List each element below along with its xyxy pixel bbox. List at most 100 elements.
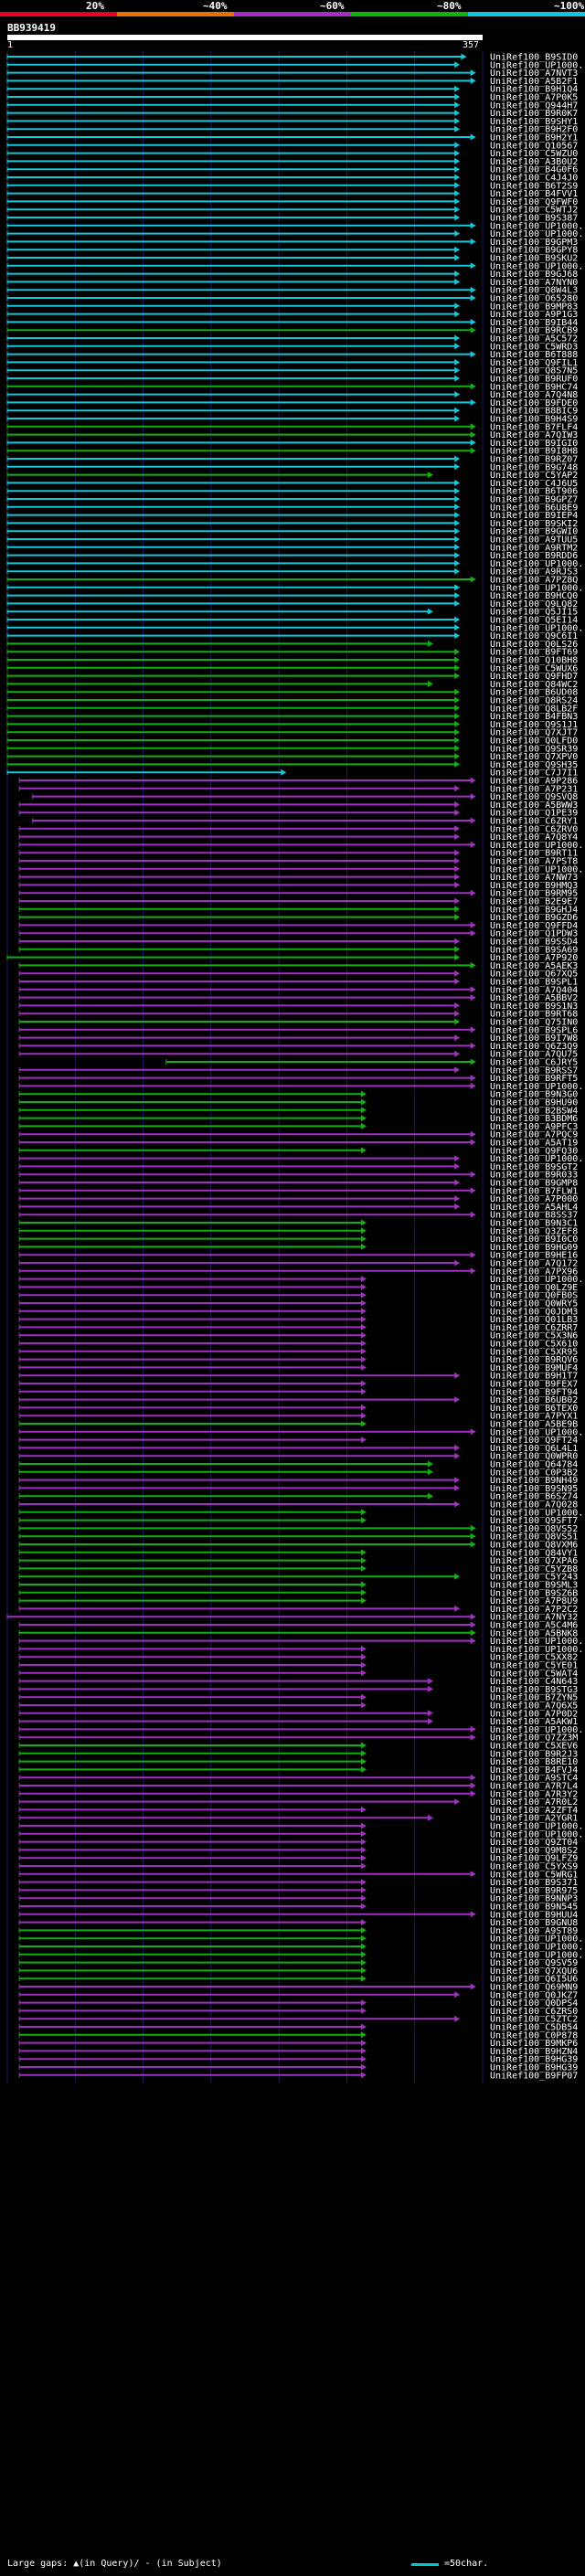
hit-label: UniRef100_Q9LQ82 xyxy=(490,599,578,610)
hit-label: UniRef100_B9GZD6 xyxy=(490,913,578,923)
hit-label: UniRef100_Q9SFT7 xyxy=(490,1516,578,1526)
hit-label: UniRef100_A7P8U9 xyxy=(490,1596,578,1606)
hit-arrow xyxy=(454,455,461,462)
hit-arrow xyxy=(454,1018,461,1025)
hit-arrow xyxy=(454,311,461,318)
hit-label: UniRef100_C5WAT4 xyxy=(490,1669,578,1679)
hit-label: UniRef100_Q9FT24 xyxy=(490,1436,578,1446)
hit-arrow xyxy=(360,1283,367,1290)
legend-label: ~40% xyxy=(203,0,228,12)
hit-arrow xyxy=(281,769,287,776)
hit-arrow xyxy=(360,1862,367,1870)
hit-label: UniRef100_A2YGR1 xyxy=(490,1814,578,1824)
hit-label: UniRef100_A9P1G3 xyxy=(490,310,578,320)
hit-label: UniRef100_B9HG39 xyxy=(490,2055,578,2065)
hit-label: UniRef100_B8BIC9 xyxy=(490,407,578,417)
hit-arrow xyxy=(360,1316,367,1323)
hit-label: UniRef100_A7PST8 xyxy=(490,857,578,867)
hit-label: UniRef100_B8SS37 xyxy=(490,1211,578,1221)
hit-arrow xyxy=(360,1147,367,1154)
hit-arrow xyxy=(454,800,461,808)
hit-arrow xyxy=(454,343,461,350)
hit-arrow xyxy=(454,1195,461,1203)
hit-arrow xyxy=(360,1436,367,1444)
hit-label: UniRef100_Q75IN0 xyxy=(490,1018,578,1028)
hit-arrow xyxy=(454,833,461,841)
hit-label: UniRef100_C5WTJ2 xyxy=(490,206,578,216)
hit-label: UniRef100_B9RM95 xyxy=(490,889,578,899)
hit-arrow xyxy=(454,1396,461,1404)
hit-arrow xyxy=(454,85,461,92)
hit-arrow xyxy=(454,142,461,149)
hit-arrow xyxy=(454,785,461,792)
hit-label: UniRef100_Q8VS52 xyxy=(490,1524,578,1534)
hit-label: UniRef100_Q9LFZ9 xyxy=(490,1854,578,1864)
hit-label: UniRef100_Q9SV59 xyxy=(490,1958,578,1968)
hit-label: UniRef100_A9PFC3 xyxy=(490,1122,578,1132)
hit-label: UniRef100_B9SPL6 xyxy=(490,1025,578,1035)
hit-label: UniRef100_A7NYN0 xyxy=(490,278,578,288)
hit-arrow xyxy=(454,897,461,905)
hit-label: UniRef100_C5YAP2 xyxy=(490,471,578,481)
hit-arrow xyxy=(360,1420,367,1427)
hit-label: UniRef100_B9RZ07 xyxy=(490,455,578,465)
hit-label: UniRef100_Q0LFD0 xyxy=(490,737,578,747)
hit-label: UniRef100_C5X3N6 xyxy=(490,1331,578,1341)
hit-arrow xyxy=(454,535,461,543)
hit-label: UniRef100_C5WRD3 xyxy=(490,342,578,352)
hit-label: UniRef100_B9SKI2 xyxy=(490,519,578,529)
hit-arrow xyxy=(360,1645,367,1652)
hit-label: UniRef100_B9FP07 xyxy=(490,2071,578,2081)
hit-label: UniRef100_B9HUU4 xyxy=(490,1910,578,1920)
hit-label: UniRef100_C5XX82 xyxy=(490,1653,578,1663)
hit-arrow xyxy=(470,1042,476,1049)
hit-arrow xyxy=(360,2063,367,2071)
hit-arrow xyxy=(360,1597,367,1605)
hit-label: UniRef100_UP1000... xyxy=(490,841,585,851)
hit-arrow xyxy=(454,101,461,109)
hit-label: UniRef100_B9GPM3 xyxy=(490,238,578,248)
hit-arrow xyxy=(454,157,461,164)
hit-label: UniRef100_B9SZ6B xyxy=(490,1588,578,1598)
hit-arrow xyxy=(470,1871,476,1878)
hit-arrow xyxy=(454,334,461,342)
hit-label: UniRef100_Q9SH35 xyxy=(490,760,578,770)
hit-arrow xyxy=(454,1573,461,1580)
hit-label: UniRef100_Q9S1J1 xyxy=(490,720,578,730)
hit-arrow xyxy=(470,1211,476,1218)
hit-arrow xyxy=(454,495,461,503)
hit-arrow xyxy=(470,1082,476,1089)
hit-label: UniRef100_B9I0C0 xyxy=(490,1235,578,1245)
hit-arrow xyxy=(427,640,433,647)
hit-label: UniRef100_B6SZ74 xyxy=(490,1492,578,1502)
hit-arrow xyxy=(470,262,476,270)
hit-arrow xyxy=(470,1725,476,1733)
hit-arrow xyxy=(360,1380,367,1387)
hit-arrow xyxy=(360,1750,367,1757)
hit-label: UniRef100_A7P000 xyxy=(490,1194,578,1204)
hit-label: UniRef100_Q6Z3Q9 xyxy=(490,1042,578,1052)
hit-arrow xyxy=(360,1935,367,1942)
hit-arrow xyxy=(360,1758,367,1765)
hit-arrow xyxy=(360,1661,367,1669)
hit-arrow xyxy=(470,1139,476,1146)
hit-label: UniRef100_Q5EI14 xyxy=(490,616,578,626)
hit-label: UniRef100_Q01LB3 xyxy=(490,1315,578,1325)
hit-arrow xyxy=(454,519,461,526)
hit-arrow xyxy=(454,616,461,623)
query-id: BB939419 xyxy=(7,22,56,34)
hit-label: UniRef100_A7Q4N8 xyxy=(490,390,578,400)
hit-label: UniRef100_UP1000... xyxy=(490,1508,585,1518)
hit-arrow xyxy=(470,777,476,784)
hit-arrow xyxy=(454,1050,461,1057)
hit-arrow xyxy=(454,302,461,310)
hit-label: UniRef100_B2BSW4 xyxy=(490,1106,578,1116)
hit-arrow xyxy=(360,1854,367,1861)
hit-label: UniRef100_A5AT19 xyxy=(490,1139,578,1149)
hit-label: UniRef100_A9STC4 xyxy=(490,1774,578,1784)
hit-arrow xyxy=(454,849,461,856)
hit-label: UniRef100_C6ZRV0 xyxy=(490,824,578,834)
hit-arrow xyxy=(360,1653,367,1660)
hit-label: UniRef100_B9STG3 xyxy=(490,1685,578,1695)
hit-arrow xyxy=(454,978,461,985)
